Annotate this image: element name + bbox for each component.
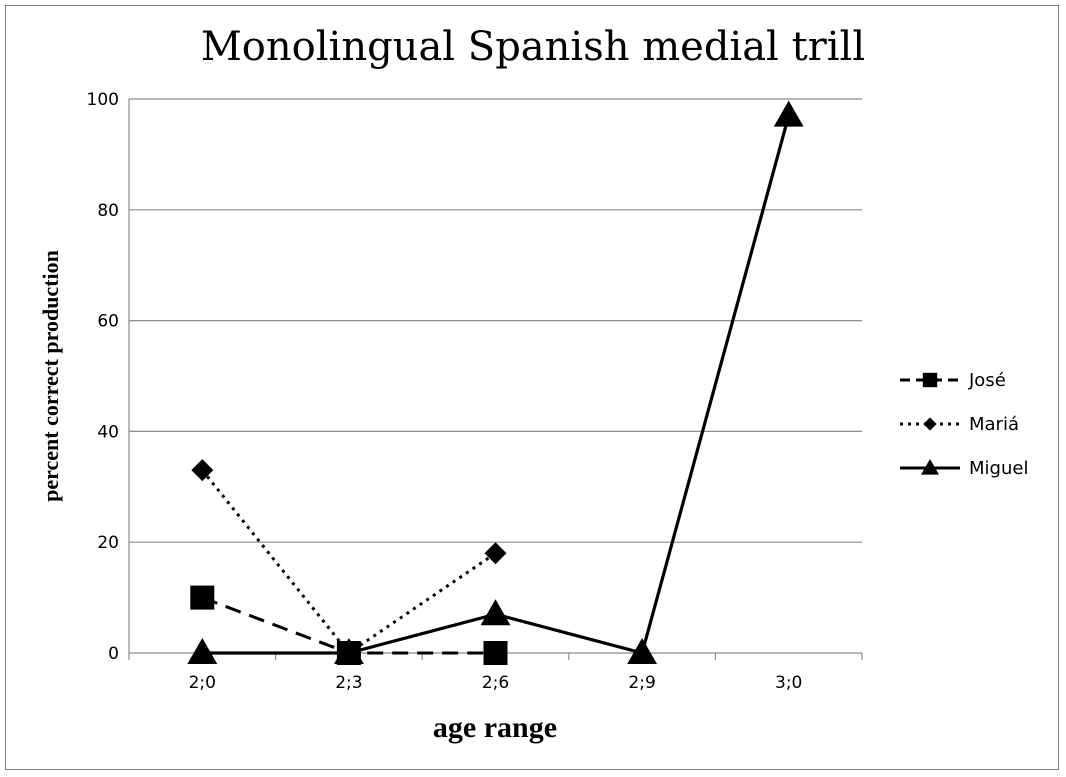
y-tick-label-0: 0 [108, 644, 119, 664]
point-miguel-3 [627, 638, 658, 665]
legend-item-maria: Mariá [900, 414, 1019, 435]
point-miguel-0 [187, 638, 218, 665]
y-tick-label-40: 40 [97, 422, 119, 442]
point-miguel-4 [773, 100, 804, 127]
y-tick-label-20: 20 [97, 533, 119, 553]
x-tick-label-2: 2;6 [482, 673, 509, 693]
legend-marker-jose [922, 372, 938, 388]
legend-label-jose: José [968, 370, 1006, 391]
y-tick-label-80: 80 [97, 201, 119, 221]
legend-label-miguel: Miguel [969, 458, 1028, 479]
series-maria [191, 459, 507, 664]
x-tick-labels: 2;0 2;3 2;6 2;9 3;0 [189, 673, 803, 693]
legend: José Mariá Miguel [900, 370, 1028, 479]
point-miguel-2 [480, 599, 511, 626]
x-tick-label-0: 2;0 [189, 673, 216, 693]
y-axis-title: percent correct production [38, 250, 63, 502]
x-tick-label-1: 2;3 [335, 673, 362, 693]
point-maria-0 [191, 459, 214, 482]
point-jose-2 [483, 641, 508, 665]
point-jose-0 [190, 585, 215, 610]
x-tick-label-3: 2;9 [628, 673, 655, 693]
legend-marker-maria [923, 417, 937, 431]
x-axis-title: age range [433, 711, 557, 744]
legend-item-jose: José [900, 370, 1006, 391]
y-tick-labels: 0 20 40 60 80 100 [87, 90, 119, 664]
legend-marker-miguel [921, 459, 939, 475]
gridlines [129, 98, 862, 543]
legend-item-miguel: Miguel [900, 458, 1028, 479]
y-tick-label-100: 100 [87, 90, 119, 110]
chart-frame [5, 5, 1059, 770]
x-tick-label-4: 3;0 [775, 673, 802, 693]
y-tick-label-60: 60 [97, 312, 119, 332]
axes [128, 99, 863, 660]
series-line-miguel [202, 115, 791, 655]
series-group [187, 100, 804, 665]
series-miguel [187, 100, 804, 665]
point-maria-2 [484, 542, 507, 565]
point-miguel-1 [333, 638, 364, 665]
chart-title: Monolingual Spanish medial trill [201, 24, 865, 70]
legend-label-maria: Mariá [969, 414, 1019, 435]
